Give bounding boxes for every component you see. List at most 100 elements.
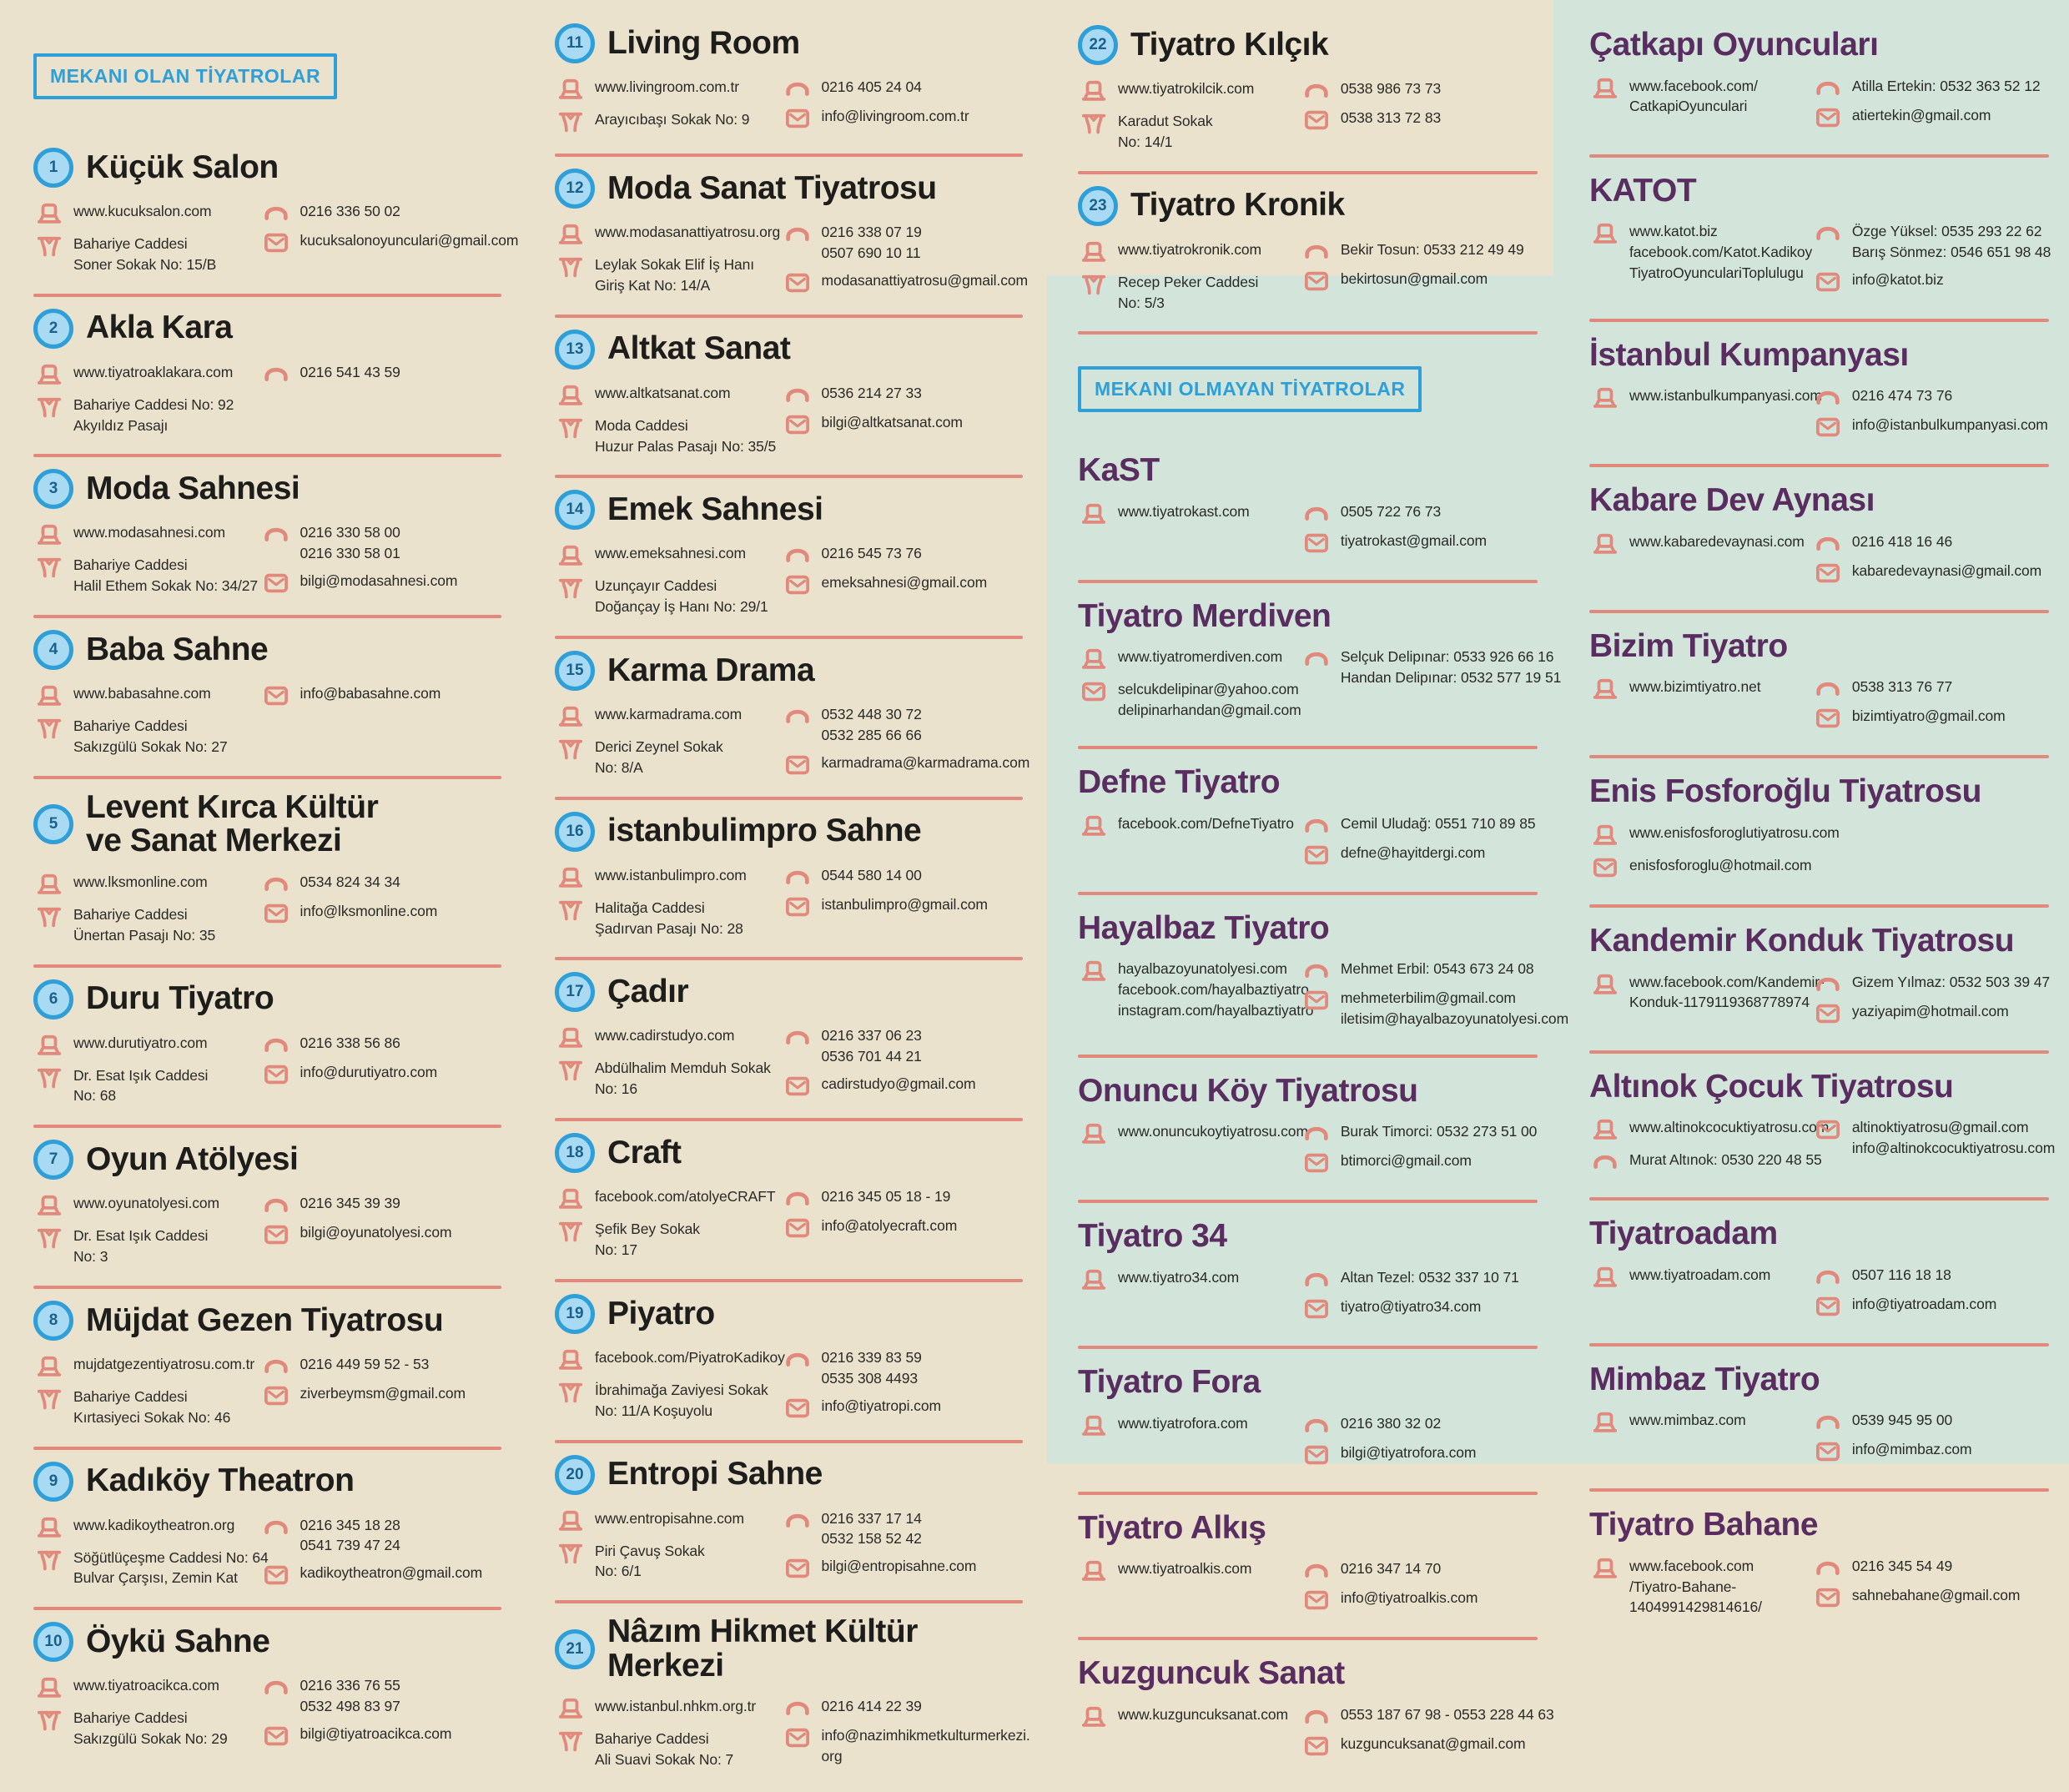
email-line[interactable]: kuzguncuksanat@gmail.com <box>1340 1734 1526 1752</box>
website-line[interactable]: www.facebook.com/ <box>1629 77 1758 94</box>
email-line[interactable]: defne@hayitdergi.com <box>1340 843 1486 861</box>
email-line[interactable]: 0538 313 72 83 <box>1340 109 1442 126</box>
website-line[interactable]: CatkapiOyunculari <box>1629 98 1748 115</box>
email-line[interactable]: info@durutiyatro.com <box>300 1063 438 1080</box>
website-line[interactable]: www.istanbulimpro.com <box>595 866 747 883</box>
website-line[interactable]: Konduk-1179119368778974 <box>1629 994 1810 1011</box>
email-line[interactable]: info@tiyatroalkis.com <box>1340 1589 1478 1607</box>
email-line[interactable]: kabaredevaynasi@gmail.com <box>1851 561 2042 579</box>
website-line[interactable]: www.altinokcocuktiyatrosu.com <box>1629 1119 1830 1136</box>
website-line[interactable]: www.mimbaz.com <box>1629 1412 1746 1429</box>
email-line[interactable]: info@livingroom.com.tr <box>821 108 969 124</box>
website-line[interactable]: www.tiyatroaklakara.com <box>73 363 234 380</box>
website-line[interactable]: www.tiyatrokronik.com <box>1118 240 1261 258</box>
website-line[interactable]: www.modasahnesi.com <box>73 524 225 541</box>
website-line[interactable]: www.istanbul.nhkm.org.tr <box>595 1698 757 1715</box>
website-line[interactable]: www.facebook.com <box>1629 1557 1754 1574</box>
email-line[interactable]: ziverbeymsm@gmail.com <box>300 1384 466 1402</box>
stage-icon <box>555 898 586 939</box>
website-line[interactable]: www.tiyatroacikca.com <box>73 1677 219 1694</box>
email-line[interactable]: selcukdelipinar@yahoo.com <box>1118 681 1299 698</box>
email-line[interactable]: enisfosforoglu@hotmail.com <box>1629 856 1812 873</box>
website-line[interactable]: www.tiyatroalkis.com <box>1118 1560 1252 1578</box>
email-line[interactable]: info@nazimhikmetkulturmerkezi. <box>821 1727 1030 1744</box>
email-line[interactable]: bizimtiyatro@gmail.com <box>1851 707 2006 725</box>
website-line[interactable]: www.onuncukoytiyatrosu.com <box>1118 1123 1308 1140</box>
email-line[interactable]: info@babasahne.com <box>300 685 441 702</box>
website-line[interactable]: www.enisfosforoglutiyatrosu.com <box>1629 823 1840 841</box>
email-line[interactable]: tiyatrokast@gmail.com <box>1340 531 1487 549</box>
website-line[interactable]: facebook.com/DefneTiyatro <box>1118 814 1294 832</box>
website-line[interactable]: www.cadirstudyo.com <box>595 1027 735 1044</box>
website-line[interactable]: TiyatroOyunculariToplulugu <box>1629 264 1804 281</box>
email-line[interactable]: bilgi@altkatsanat.com <box>821 413 963 430</box>
email-line[interactable]: kadikoytheatron@gmail.com <box>300 1564 483 1582</box>
website-line[interactable]: www.kabaredevaynasi.com <box>1629 532 1805 550</box>
email-line[interactable]: iletisim@hayalbazoyunatolyesi.com <box>1340 1010 1569 1028</box>
website-line[interactable]: www.katot.biz <box>1629 223 1718 240</box>
email-line[interactable]: bilgi@entropisahne.com <box>821 1558 977 1575</box>
website-line[interactable]: hayalbazoyunatolyesi.com <box>1118 960 1287 978</box>
section-header: MEKANI OLAN TİYATROLAR <box>33 53 338 99</box>
email-line[interactable]: info@mimbaz.com <box>1851 1441 1972 1458</box>
website-line[interactable]: www.tiyatrofora.com <box>1118 1414 1248 1432</box>
email-line[interactable]: cadirstudyo@gmail.com <box>821 1075 976 1093</box>
website-line[interactable]: www.entropisahne.com <box>595 1509 744 1527</box>
email-line[interactable]: bilgi@modasahnesi.com <box>300 572 458 590</box>
email-line[interactable]: info@tiyatropi.com <box>821 1397 941 1414</box>
website-line[interactable]: www.kadikoytheatron.org <box>73 1516 235 1533</box>
email-line[interactable]: mehmeterbilim@gmail.com <box>1340 989 1516 1007</box>
website-line[interactable]: facebook.com/Katot.Kadikoy <box>1629 243 1813 260</box>
website-line[interactable]: www.modasanattiyatrosu.org <box>595 224 781 240</box>
website-line[interactable]: www.babasahne.com <box>73 685 211 702</box>
website-line[interactable]: www.bizimtiyatro.net <box>1629 678 1761 696</box>
website-line[interactable]: facebook.com/atolyeCRAFT <box>595 1188 776 1206</box>
email-line[interactable]: bekirtosun@gmail.com <box>1340 269 1488 287</box>
website-line[interactable]: www.emeksahnesi.com <box>595 545 746 562</box>
email-line[interactable]: istanbulimpro@gmail.com <box>821 895 988 913</box>
website-line[interactable]: www.durutiyatro.com <box>73 1034 208 1051</box>
email-line[interactable]: info@altinokcocuktiyatrosu.com <box>1851 1139 2056 1156</box>
website-line[interactable]: facebook.com/PiyatroKadikoy <box>595 1348 785 1366</box>
website-line[interactable]: www.tiyatro34.com <box>1118 1269 1240 1286</box>
website-line[interactable]: www.oyunatolyesi.com <box>73 1195 220 1212</box>
email-line[interactable]: tiyatro@tiyatro34.com <box>1340 1298 1482 1316</box>
website-line[interactable]: mujdatgezentiyatrosu.com.tr <box>73 1355 255 1372</box>
website-line[interactable]: www.tiyatromerdiven.com <box>1118 648 1283 666</box>
website-line[interactable]: www.istanbulkumpanyasi.com <box>1629 387 1822 405</box>
email-line[interactable]: kucuksalonoyunculari@gmail.com <box>300 232 519 249</box>
email-line[interactable]: info@tiyatroadam.com <box>1851 1295 1997 1312</box>
email-line[interactable]: info@atolyecraft.com <box>821 1217 958 1235</box>
website-line[interactable]: www.lksmonline.com <box>73 873 208 890</box>
website-line[interactable]: www.tiyatroadam.com <box>1629 1266 1771 1283</box>
website-line[interactable]: www.kucuksalon.com <box>73 203 212 219</box>
website-line[interactable]: www.tiyatrokast.com <box>1118 502 1250 520</box>
website-line[interactable]: www.tiyatrokilcik.com <box>1118 80 1255 97</box>
email-line[interactable]: info@lksmonline.com <box>300 902 438 919</box>
website-line[interactable]: 1404991429814616/ <box>1629 1598 1762 1616</box>
website-line[interactable]: /Tiyatro-Bahane- <box>1629 1578 1737 1595</box>
website-line[interactable]: facebook.com/hayalbaztiyatro <box>1118 981 1309 999</box>
email-line[interactable]: karmadrama@karmadrama.com <box>821 753 1030 771</box>
email-line[interactable]: atiertekin@gmail.com <box>1851 106 1991 123</box>
email-line[interactable]: bilgi@tiyatrofora.com <box>1340 1443 1477 1461</box>
website-line[interactable]: www.facebook.com/Kandemir- <box>1629 973 1825 990</box>
email-line[interactable]: bilgi@oyunatolyesi.com <box>300 1224 452 1241</box>
website-line[interactable]: www.livingroom.com.tr <box>595 78 739 95</box>
email-line[interactable]: org <box>821 1748 843 1765</box>
email-line[interactable]: modasanattiyatrosu@gmail.com <box>821 271 1029 289</box>
email-line[interactable]: altinoktiyatrosu@gmail.com <box>1851 1119 2029 1136</box>
email-line[interactable]: btimorci@gmail.com <box>1340 1152 1472 1170</box>
email-line[interactable]: info@katot.biz <box>1851 270 1944 288</box>
website-line[interactable]: www.kuzguncuksanat.com <box>1118 1705 1289 1723</box>
email-line[interactable]: sahnebahane@gmail.com <box>1851 1586 2021 1603</box>
email-line[interactable]: bilgi@tiyatroacikca.com <box>300 1724 452 1742</box>
website-line[interactable]: www.karmadrama.com <box>595 706 743 723</box>
website-line[interactable]: instagram.com/hayalbaztiyatro <box>1118 1001 1314 1019</box>
email-line[interactable]: info@istanbulkumpanyasi.com <box>1851 416 2048 434</box>
website-line[interactable]: www.altkatsanat.com <box>595 384 731 401</box>
address-line: No: 3 <box>73 1248 108 1266</box>
email-line[interactable]: yaziyapim@hotmail.com <box>1851 1002 2009 1019</box>
email-line[interactable]: emeksahnesi@gmail.com <box>821 574 988 591</box>
email-line[interactable]: delipinarhandan@gmail.com <box>1118 702 1301 719</box>
